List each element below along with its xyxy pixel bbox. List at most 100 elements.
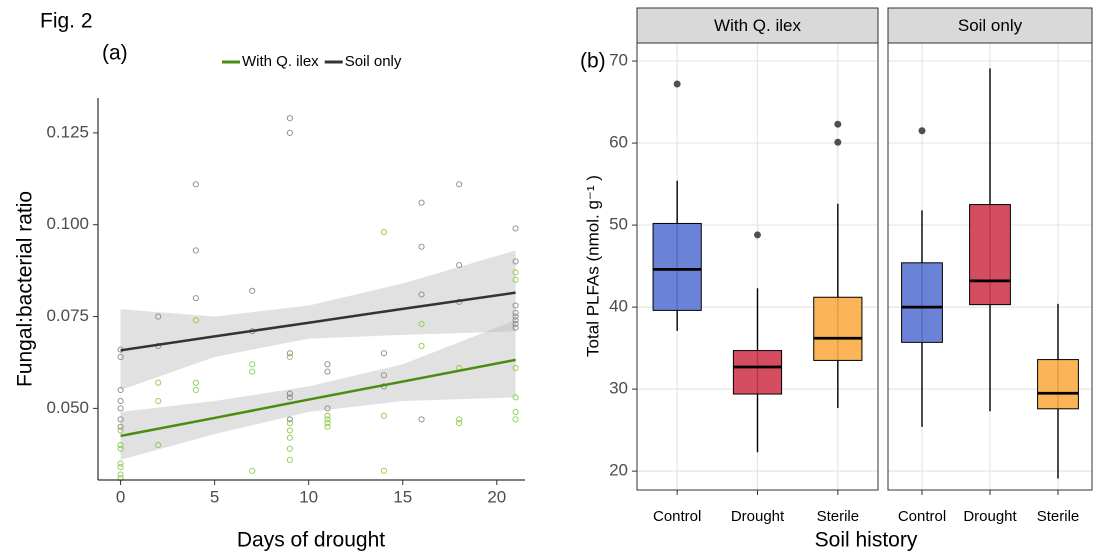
x-tick-label: 10 [299, 487, 318, 506]
point [380, 467, 387, 474]
point [456, 416, 463, 423]
y-tick-label: 0.050 [46, 398, 89, 417]
point [117, 442, 124, 449]
point [155, 442, 162, 449]
strip [636, 7, 879, 44]
x-tick-label: Drought [963, 508, 1017, 525]
point [512, 408, 519, 416]
point [117, 427, 124, 434]
y-tick-label: 0.125 [46, 122, 89, 141]
x-tick-label: 5 [210, 487, 219, 506]
point [512, 364, 519, 372]
y-axis-title: Total PLFAs (nmol. g⁻¹ ) [583, 175, 602, 357]
panel-border [636, 42, 879, 491]
y-tick-label: 0.100 [46, 214, 89, 233]
point [512, 225, 519, 232]
point [192, 295, 199, 302]
y-tick-label: 0.075 [46, 306, 89, 325]
point [192, 379, 199, 386]
point [418, 291, 425, 298]
point [117, 423, 124, 430]
point [155, 313, 162, 320]
x-tick-label: 15 [393, 487, 412, 506]
point [512, 309, 519, 316]
panel-label: (b) [580, 50, 606, 73]
box [969, 204, 1011, 306]
confidence-band [120, 320, 516, 460]
fit-line [120, 291, 516, 352]
strip-label: Soil only [958, 16, 1023, 35]
y-tick-label: 20 [609, 461, 628, 480]
point [249, 368, 256, 375]
figure-label: Fig. 2 [40, 10, 93, 33]
point [512, 320, 519, 327]
point [380, 229, 387, 236]
point [192, 317, 199, 324]
point [249, 361, 256, 368]
x-tick-label: Control [898, 508, 946, 525]
y-axis-title: Fungal:bacterial ratio [14, 191, 37, 387]
point [418, 416, 425, 423]
point [286, 427, 293, 434]
point [192, 247, 199, 254]
point [456, 420, 463, 427]
point [117, 445, 124, 452]
point [456, 262, 463, 269]
point [324, 416, 331, 423]
outlier [673, 80, 681, 88]
point [456, 181, 463, 188]
x-tick-label: Sterile [1037, 508, 1080, 525]
point [418, 243, 425, 250]
point [286, 434, 293, 441]
x-axis-title: Days of drought [237, 529, 385, 552]
point [117, 460, 124, 467]
point [155, 397, 162, 405]
point [418, 199, 425, 206]
point [117, 386, 124, 394]
point [286, 115, 293, 122]
point [286, 394, 293, 401]
legend-label: Soil only [345, 53, 402, 70]
x-axis-title: Soil history [815, 529, 918, 552]
point [512, 394, 519, 401]
point [380, 350, 387, 357]
panel-border [887, 42, 1093, 491]
point [117, 416, 124, 423]
point [512, 324, 519, 331]
point [155, 379, 162, 386]
y-tick-label: 60 [609, 133, 628, 152]
point [286, 420, 293, 427]
point [512, 276, 519, 283]
strip [887, 7, 1093, 44]
outlier [754, 231, 761, 239]
fit-line [120, 358, 516, 438]
point [286, 456, 293, 463]
point [512, 313, 519, 320]
box [1037, 359, 1079, 410]
y-tick-label: 40 [609, 297, 628, 316]
strip-label: With Q. ilex [714, 16, 801, 35]
y-tick-label: 70 [609, 51, 628, 70]
box [813, 296, 863, 361]
point [324, 368, 331, 375]
point [324, 420, 331, 427]
x-tick-label: Sterile [817, 508, 860, 525]
point [418, 342, 425, 349]
point [286, 416, 293, 423]
point [512, 317, 519, 324]
point [117, 464, 124, 471]
point [324, 361, 331, 368]
point [512, 269, 519, 276]
point [512, 258, 519, 265]
point [192, 181, 199, 188]
point [380, 372, 387, 379]
x-tick-label: Control [653, 508, 701, 525]
point [117, 405, 124, 412]
point [324, 405, 331, 412]
point [286, 350, 293, 357]
x-tick-label: 0 [116, 487, 125, 506]
box [732, 350, 783, 395]
outlier [834, 120, 842, 128]
point [192, 386, 199, 394]
y-tick-label: 50 [609, 215, 628, 234]
